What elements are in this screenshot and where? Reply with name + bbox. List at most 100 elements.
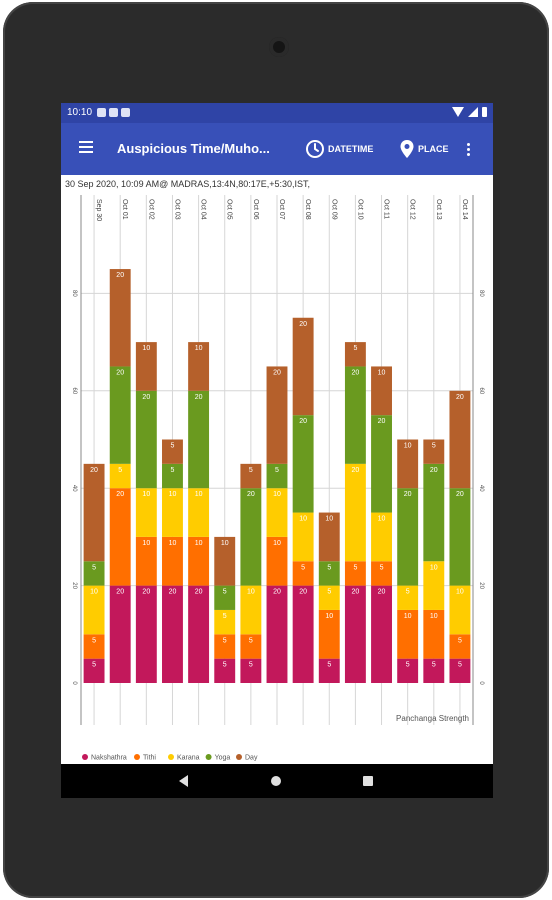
bar-segment (318, 658, 340, 683)
x-tick-label: Oct 12 (409, 199, 416, 220)
bar-value-label: 5 (406, 589, 410, 596)
bar-value-label: 10 (456, 589, 464, 596)
x-tick-label: Oct 03 (173, 199, 180, 220)
y-tick-label-left: 40 (71, 485, 77, 492)
y-tick-label-right: 60 (478, 387, 484, 394)
y-tick-label-right: 80 (478, 290, 484, 297)
bar-value-label: 5 (171, 443, 175, 450)
x-tick-label: Oct 05 (226, 199, 233, 220)
bar-value-label: 20 (142, 394, 150, 401)
bar-value-label: 20 (116, 369, 124, 376)
y-tick-label-right: 20 (478, 582, 484, 589)
bar-value-label: 20 (116, 491, 124, 498)
bar-segment (292, 561, 314, 586)
bar-segment (397, 585, 419, 610)
wifi-icon (452, 107, 464, 117)
datetime-location-text: 30 Sep 2020, 10:09 AM@ MADRAS,13:4N,80:1… (65, 179, 311, 189)
back-icon[interactable] (179, 775, 188, 787)
bar-segment (240, 488, 262, 586)
bar-segment (371, 415, 392, 513)
bar-value-label: 20 (299, 321, 307, 328)
notification-icons (97, 108, 130, 117)
bar-segment (135, 390, 157, 489)
clock-icon (306, 140, 324, 158)
menu-icon[interactable] (79, 141, 93, 153)
x-tick-label: Oct 02 (147, 199, 154, 220)
bar-segment (214, 585, 236, 610)
x-tick-label: Oct 11 (383, 199, 390, 219)
datetime-label: DATETIME (328, 144, 374, 154)
bar-segment (266, 488, 288, 537)
bar-value-label: 20 (195, 394, 203, 401)
bar-value-label: 10 (247, 589, 255, 596)
x-tick-label: Oct 14 (461, 199, 468, 220)
bar-value-label: 20 (430, 467, 438, 474)
bar-segment (344, 561, 366, 586)
bar-segment (292, 415, 314, 513)
bar-segment (292, 317, 314, 416)
place-button[interactable]: PLACE (399, 139, 449, 159)
recent-apps-icon[interactable] (363, 776, 373, 786)
battery-icon (482, 107, 487, 117)
bar-value-label: 5 (223, 637, 227, 644)
bar-value-label: 20 (299, 418, 307, 425)
bar-segment (83, 561, 105, 586)
bar-value-label: 10 (195, 345, 203, 352)
x-tick-label: Oct 07 (278, 199, 285, 220)
datetime-button[interactable]: DATETIME (305, 139, 373, 159)
signal-icon (468, 107, 478, 117)
bar-value-label: 5 (353, 564, 357, 571)
bar-value-label: 10 (169, 540, 177, 547)
bar-segment (240, 463, 262, 489)
overflow-menu-icon[interactable] (467, 143, 471, 158)
bar-segment (397, 658, 419, 683)
bar-segment (109, 463, 131, 489)
bar-value-label: 5 (92, 662, 96, 669)
bar-value-label: 5 (223, 613, 227, 620)
camera-icon (269, 37, 289, 57)
bar-segment (214, 536, 236, 586)
app-screen: 10:10 Auspicious Time/Muho... DATETIME (61, 103, 493, 798)
bar-value-label: 20 (352, 589, 360, 596)
bar-value-label: 10 (299, 516, 307, 523)
bar-value-label: 5 (92, 637, 96, 644)
y-tick-label-left: 60 (71, 387, 77, 394)
bar-value-label: 20 (352, 467, 360, 474)
bar-value-label: 20 (273, 589, 281, 596)
y-tick-label-left: 20 (71, 582, 77, 589)
legend-swatch (82, 754, 88, 760)
bar-value-label: 20 (299, 589, 307, 596)
bar-segment (344, 342, 366, 367)
bar-segment (162, 585, 183, 683)
bar-value-label: 10 (169, 491, 177, 498)
bar-segment (188, 585, 210, 683)
bar-value-label: 5 (327, 564, 331, 571)
bar-value-label: 20 (142, 589, 150, 596)
bar-value-label: 5 (432, 443, 436, 450)
bar-segment (397, 488, 419, 586)
legend-swatch (134, 754, 140, 760)
bar-value-label: 5 (432, 662, 436, 669)
bar-value-label: 20 (456, 394, 464, 401)
bar-value-label: 10 (404, 613, 412, 620)
bar-value-label: 10 (378, 369, 386, 376)
bar-segment (423, 463, 445, 562)
bar-segment (135, 536, 157, 586)
gallery-notification-icon (97, 108, 106, 117)
bar-segment (318, 585, 340, 610)
bar-segment (266, 585, 288, 683)
bar-segment (109, 366, 131, 464)
bar-value-label: 10 (430, 564, 438, 571)
y-tick-label-left: 0 (71, 681, 77, 685)
x-tick-label: Oct 06 (252, 199, 259, 220)
bar-segment (397, 609, 419, 659)
bar-value-label: 5 (92, 564, 96, 571)
page-title: Auspicious Time/Muho... (117, 141, 270, 156)
home-icon[interactable] (271, 776, 281, 786)
bar-segment (371, 561, 392, 586)
bar-segment (109, 585, 131, 683)
bar-segment (344, 463, 366, 562)
bar-segment (423, 439, 445, 464)
bar-value-label: 10 (430, 613, 438, 620)
bar-segment (162, 488, 183, 537)
